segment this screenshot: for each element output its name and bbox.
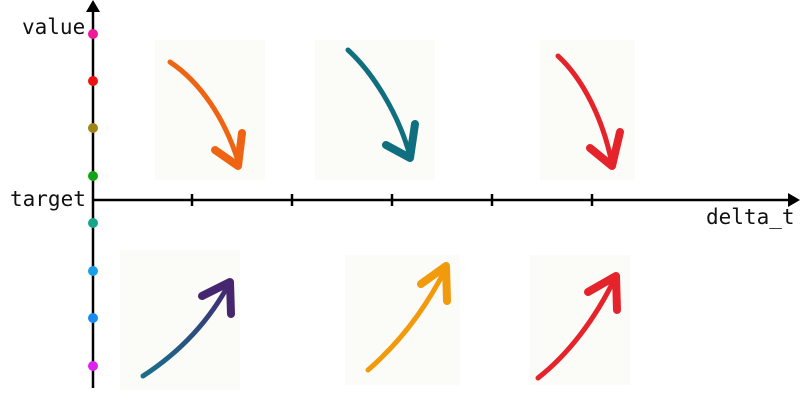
y-axis-dot (88, 361, 98, 371)
arrow-backgrounds (120, 40, 635, 390)
arrow-bg (540, 40, 635, 180)
y-axis-dot (88, 218, 98, 228)
arrow-bg (120, 250, 240, 390)
arrow-amber-up (365, 262, 451, 373)
arrow-teal-down (345, 47, 419, 162)
y-axis-dot (88, 76, 98, 86)
y-axis-dot (88, 266, 98, 276)
arrow-purple-up (140, 278, 235, 379)
arrow-red-down (555, 53, 624, 170)
x-axis-ticks (190, 194, 594, 206)
arrow-bg (315, 40, 435, 180)
y-axis-dots (88, 29, 98, 371)
y-axis-dot (88, 313, 98, 323)
target-label: target (10, 187, 86, 211)
y-axis-dot (88, 123, 98, 133)
y-axis-arrowhead (86, 0, 100, 12)
arrow-orange-down (167, 59, 246, 170)
x-axis-label: delta_t (706, 205, 795, 229)
y-axis-dot (88, 171, 98, 181)
y-axis-label: value (22, 15, 85, 39)
arrow-red-up (535, 272, 621, 381)
y-axis-dot (88, 29, 98, 39)
x-axis-arrowhead (788, 193, 800, 207)
